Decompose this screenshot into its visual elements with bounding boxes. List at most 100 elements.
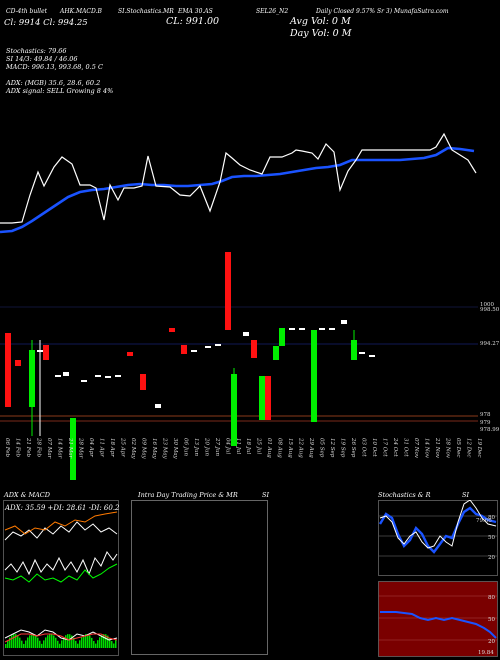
x-axis-label: 28 Feb <box>35 437 41 458</box>
candle <box>243 332 249 336</box>
x-axis-label: 10 Oct <box>371 438 377 457</box>
adx-values-text: ADX: 35.59 +DI: 28.61 -DI: 60.24 <box>4 504 119 512</box>
macd-line <box>4 629 118 641</box>
stoch-rsi-panel: 80 50 20 79.66 80 50 20 19.84 <box>378 500 498 657</box>
x-axis-label: 30 May <box>172 438 178 460</box>
macd-bar <box>91 637 93 648</box>
stoch-value-text: 79.66 <box>476 518 492 524</box>
x-axis-label: 14 Mar <box>56 438 62 459</box>
macd-bar <box>67 634 69 648</box>
stoch-d-line <box>379 500 497 549</box>
candle <box>341 320 347 324</box>
macd-bar <box>85 634 87 648</box>
si-label: SI 14/3: 49.84 / 46.06 <box>6 55 78 63</box>
header-item-3: SI.Stochastics.MR <box>118 8 174 15</box>
macd-bar <box>17 635 19 648</box>
macd-bar <box>105 634 107 648</box>
x-axis-label: 27 Jun <box>214 437 220 456</box>
header-item-1: CD-4th bullet <box>6 8 48 15</box>
close-label: CL: 991.00 <box>166 16 220 27</box>
macd-bar <box>111 641 113 648</box>
macd-bar <box>29 635 31 648</box>
candle <box>105 376 111 378</box>
intraday-panel-title: Intra Day Trading Price & MR <box>138 491 238 499</box>
rsi-line <box>380 611 497 639</box>
candle <box>140 374 146 390</box>
macd-bar <box>113 643 115 648</box>
intraday-panel <box>131 500 268 655</box>
macd-bar <box>87 634 89 648</box>
x-axis-label: 21 Mar <box>67 437 73 459</box>
macd-bar <box>45 637 47 648</box>
macd-bar <box>81 637 83 648</box>
candle <box>181 345 187 354</box>
x-axis-label: 11 Apr <box>98 438 104 457</box>
macd-bar <box>7 640 9 648</box>
macd-bar <box>19 637 21 648</box>
macd-bar <box>35 635 37 648</box>
candle <box>205 346 211 348</box>
candle <box>311 330 317 422</box>
x-axis-label: 23 May <box>161 437 167 460</box>
macd-bar <box>43 640 45 648</box>
macd-bar <box>101 635 103 648</box>
candle <box>299 328 305 330</box>
macd-bar <box>93 640 95 648</box>
avg-vol-label: Avg Vol: 0 M <box>290 16 351 27</box>
x-axis-label: 01 Aug <box>266 438 272 458</box>
macd-bar <box>109 637 111 648</box>
macd-bar <box>11 635 13 648</box>
candle <box>43 345 49 360</box>
candles <box>5 252 375 480</box>
stochastics-label: Stochastics: 79.66 <box>6 47 67 55</box>
macd-bar <box>53 635 55 648</box>
macd-bar <box>83 635 85 648</box>
x-axis-label: 08 Aug <box>277 438 283 458</box>
stoch-si-label: SI <box>462 491 470 499</box>
candle <box>95 375 101 377</box>
adx-signal-label: ADX signal: SELL Growing 8 4% <box>6 87 114 95</box>
x-axis-label: 05 Dec <box>455 438 461 458</box>
adx-orange-line <box>4 511 118 535</box>
macd-bar <box>41 643 43 648</box>
macd-bar <box>73 637 75 648</box>
macd-bar <box>51 634 53 648</box>
candle <box>37 350 43 352</box>
macd-bar <box>5 644 7 648</box>
x-axis-label: 07 Mar <box>46 438 52 459</box>
header-item-2: AHK.MACD.B <box>60 8 102 15</box>
macd-bar <box>33 634 35 648</box>
open-low-label: Cl: 9914 Cl: 994.25 <box>4 18 88 28</box>
candle <box>29 350 35 407</box>
macd-bar <box>57 640 59 648</box>
macd-bar <box>115 640 117 648</box>
x-axis-label: 15 Aug <box>287 438 293 458</box>
candle <box>81 380 87 382</box>
x-axis-label: 25 Jul <box>256 437 262 454</box>
price-axis-label: 1000 <box>480 302 494 308</box>
macd-bar <box>95 643 97 648</box>
candle <box>70 418 76 480</box>
stoch-k-line <box>378 506 497 554</box>
x-axis-label: 05 Sep <box>319 438 325 458</box>
x-axis-label: 06 Jun <box>182 438 188 456</box>
x-axis-label: 07 Nov <box>413 438 419 459</box>
x-axis-label: 19 Dec <box>476 438 482 458</box>
x-axis-label: 29 Aug <box>308 437 314 458</box>
macd-bar <box>103 634 105 648</box>
x-axis-label: 11 Jul <box>235 438 241 454</box>
x-axis-label: 17 Oct <box>382 438 388 457</box>
stoch-level-80: 80 <box>488 515 495 521</box>
day-vol-label: Day Vol: 0 M <box>290 28 352 39</box>
macd-bar <box>47 635 49 648</box>
macd-bar <box>59 643 61 648</box>
x-axis-label: 16 May <box>151 438 157 460</box>
header-item-6: Daily Closed 9.57% Sr 3) MunafaSutra.com <box>316 8 449 15</box>
macd-bar <box>63 637 65 648</box>
candle <box>369 355 375 357</box>
candle <box>155 404 161 408</box>
macd-bar <box>13 634 15 648</box>
stoch-level-20: 20 <box>488 555 495 561</box>
x-axis-label: 31 Oct <box>403 438 409 457</box>
